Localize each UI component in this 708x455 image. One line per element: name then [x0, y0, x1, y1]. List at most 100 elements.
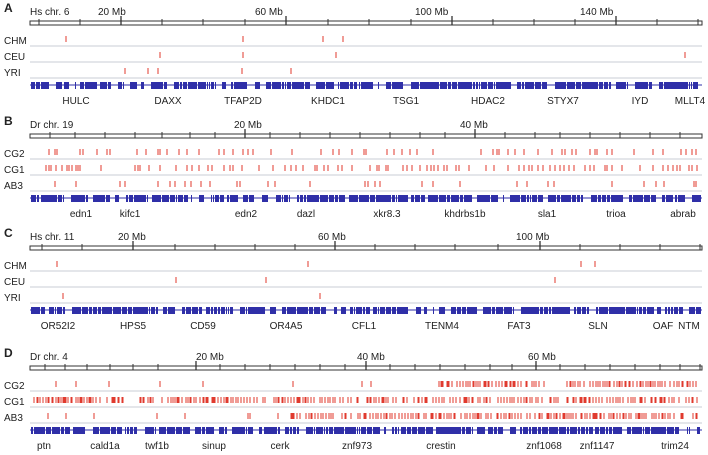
gene-feature [395, 427, 397, 434]
gene-feature [579, 82, 581, 89]
gene-feature [297, 82, 301, 89]
gene-feature [425, 82, 429, 89]
gene-label: HDAC2 [471, 96, 505, 107]
gene-feature [93, 195, 97, 202]
gene-feature [599, 82, 603, 89]
gene-label: OR4A5 [270, 321, 303, 332]
gene-feature [612, 307, 617, 314]
gene-feature [335, 195, 338, 202]
gene-feature [680, 195, 685, 202]
gene-feature [669, 82, 672, 89]
gene-feature [508, 307, 512, 314]
gene-feature [418, 82, 419, 89]
gene-feature [457, 307, 461, 314]
gene-feature [89, 307, 92, 314]
gene-feature [552, 307, 557, 314]
gene-feature [367, 427, 372, 434]
gene-feature [318, 307, 320, 314]
gene-feature [316, 82, 318, 89]
gene-feature [354, 82, 357, 89]
gene-feature [345, 427, 348, 434]
gene-feature [443, 82, 447, 89]
gene-feature [616, 82, 617, 89]
gene-feature [570, 82, 575, 89]
gene-feature [56, 82, 57, 89]
track-label: CHM [4, 261, 27, 272]
gene-feature [581, 195, 583, 202]
gene-label: ptn [37, 441, 51, 452]
gene-feature [483, 307, 485, 314]
chromosome-label: Hs chr. 11 [30, 232, 75, 243]
gene-feature [174, 82, 179, 89]
gene-feature [581, 427, 585, 434]
gene-feature [196, 307, 198, 314]
gene-feature [373, 307, 377, 314]
gene-feature [361, 427, 363, 434]
gene-feature [466, 82, 468, 89]
gene-feature [485, 307, 487, 314]
gene-feature [227, 195, 229, 202]
gene-feature [686, 82, 688, 89]
gene-feature [411, 195, 414, 202]
gene-feature [81, 427, 85, 434]
gene-feature [297, 195, 299, 202]
gene-feature [504, 82, 505, 89]
panel-c: C Hs chr. 11 20 Mb 60 Mb 100 Mb CHM CEU YRI OR52… [4, 226, 703, 332]
gene-feature [105, 307, 107, 314]
gene-feature [137, 195, 140, 202]
gene-label: DAXX [154, 96, 182, 107]
gene-feature [249, 195, 254, 202]
gene-feature [411, 82, 413, 89]
gene-label: IYD [632, 96, 649, 107]
gene-feature [596, 82, 598, 89]
gene-feature [549, 307, 551, 314]
gene-feature [566, 307, 570, 314]
gene-feature [488, 82, 492, 89]
gene-feature [627, 427, 631, 434]
gene-feature [492, 307, 495, 314]
gene-feature [481, 195, 486, 202]
gene-feature [530, 195, 531, 202]
gene-feature [272, 427, 277, 434]
gene-feature [274, 82, 276, 89]
gene-feature [532, 195, 535, 202]
gene-feature [211, 427, 214, 434]
gene-label: OAF [653, 321, 674, 332]
gene-feature [287, 307, 292, 314]
gene-feature [692, 195, 697, 202]
gene-label: crestin [426, 441, 455, 452]
gene-feature [107, 307, 112, 314]
gene-feature [356, 307, 358, 314]
gene-feature [433, 307, 434, 314]
gene-feature [318, 82, 321, 89]
gene-feature [119, 427, 122, 434]
gene-feature [183, 82, 184, 89]
gene-feature [666, 195, 669, 202]
gene-feature [98, 307, 101, 314]
gene-feature [617, 195, 618, 202]
gene-feature [399, 195, 400, 202]
gene-feature [605, 82, 608, 89]
gene-feature [363, 427, 366, 434]
gene-feature [589, 427, 593, 434]
gene-feature [237, 427, 240, 434]
gene-feature [335, 427, 340, 434]
gene-feature [600, 427, 605, 434]
gene-feature [665, 307, 667, 314]
gene-feature [141, 82, 144, 89]
gene-feature [302, 307, 306, 314]
gene-feature [412, 427, 417, 434]
gene-feature [651, 195, 656, 202]
gene-feature [567, 427, 569, 434]
gene-feature [192, 307, 193, 314]
gene-feature [56, 427, 60, 434]
gene-feature [646, 195, 650, 202]
gene-feature [498, 427, 503, 434]
gene-feature [326, 427, 328, 434]
gene-feature [73, 427, 78, 434]
gene-feature [344, 82, 349, 89]
gene-feature [325, 195, 328, 202]
scale-tick-label: 100 Mb [516, 232, 550, 243]
scale-tick-label: 20 Mb [196, 352, 224, 363]
gene-feature [662, 195, 665, 202]
